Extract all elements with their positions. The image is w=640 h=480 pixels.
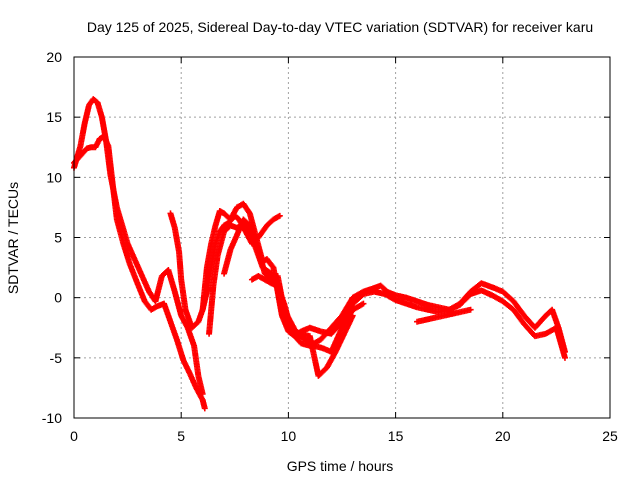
series-track-g	[248, 273, 356, 379]
chart-title: Day 125 of 2025, Sidereal Day-to-day VTE…	[87, 19, 593, 35]
y-tick-label: 20	[46, 49, 62, 65]
x-tick-label: 25	[602, 428, 618, 444]
data-point	[276, 212, 283, 219]
data-point	[467, 306, 474, 313]
x-tick-label: 0	[70, 428, 78, 444]
plot-frame	[73, 56, 611, 419]
x-tick-labels: 0 5 10 15 20 25	[70, 428, 618, 444]
x-tick-label: 10	[281, 428, 297, 444]
data-point	[201, 405, 208, 412]
grid-lines	[74, 57, 610, 418]
y-tick-label: 5	[54, 230, 62, 246]
x-tick-label: 15	[388, 428, 404, 444]
x-tick-label: 5	[177, 428, 185, 444]
y-tick-labels: -10 -5 0 5 10 15 20	[42, 49, 62, 426]
data-point	[349, 312, 356, 319]
data-points	[71, 96, 568, 412]
y-tick-label: 10	[46, 169, 62, 185]
series-track-h	[414, 306, 474, 325]
y-axis-label: SDTVAR / TECUs	[5, 182, 21, 294]
y-tick-label: 15	[46, 109, 62, 125]
x-tick-label: 20	[495, 428, 511, 444]
data-point	[360, 300, 367, 307]
y-tick-label: 0	[54, 290, 62, 306]
series-track-b	[71, 96, 206, 397]
data-point	[561, 354, 568, 361]
data-point	[199, 390, 206, 397]
x-axis-label: GPS time / hours	[287, 458, 394, 474]
y-tick-label: -10	[42, 410, 62, 426]
y-tick-label: -5	[50, 350, 63, 366]
